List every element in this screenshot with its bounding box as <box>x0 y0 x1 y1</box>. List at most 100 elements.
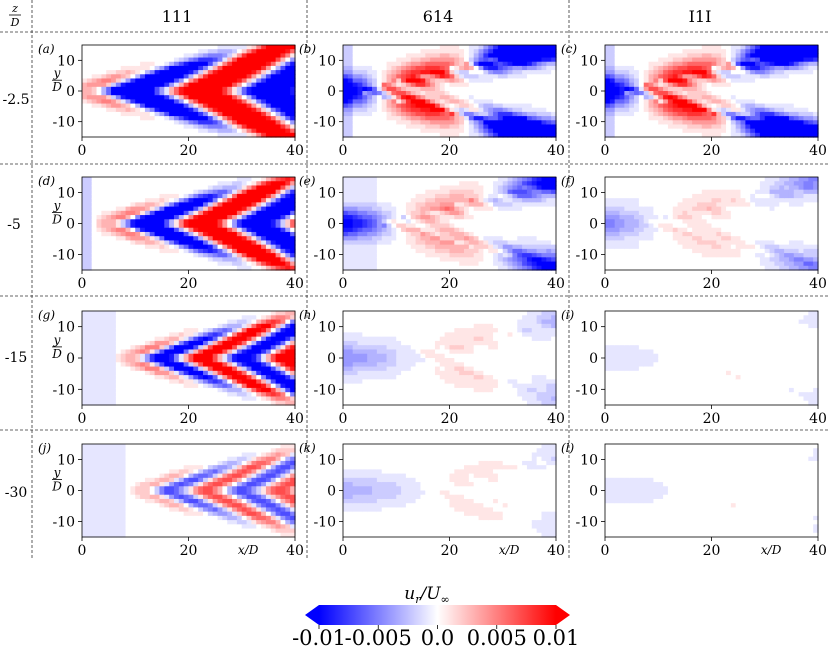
heatmap-cell <box>217 132 223 138</box>
heatmap-cell <box>740 103 746 109</box>
heatmap-cell <box>401 193 407 199</box>
heatmap-cell <box>159 107 165 113</box>
heatmap-cell <box>425 198 431 203</box>
heatmap-cell <box>159 236 165 242</box>
heatmap-cell <box>808 116 814 121</box>
heatmap-cell <box>367 198 373 203</box>
heatmap-cell <box>232 177 238 182</box>
heatmap-cell <box>420 61 426 67</box>
heatmap-cell <box>183 257 190 263</box>
heatmap-cell <box>493 202 499 208</box>
heatmap-cell <box>154 215 161 220</box>
heatmap-cell <box>449 49 455 54</box>
heatmap-cell <box>634 70 640 75</box>
heatmap-cell <box>813 95 819 100</box>
heatmap-cell <box>473 132 480 138</box>
heatmap-cell <box>420 227 426 233</box>
heatmap-cell <box>82 128 88 134</box>
heatmap-cell <box>169 215 175 220</box>
heatmap-cell <box>130 53 136 59</box>
heatmap-cell <box>381 78 388 84</box>
heatmap-cell <box>464 99 470 105</box>
heatmap-cell <box>232 99 238 105</box>
heatmap-cell <box>638 132 645 138</box>
heatmap-cell <box>246 231 253 237</box>
heatmap-cell <box>468 177 475 182</box>
heatmap-cell <box>682 74 688 80</box>
heatmap-cell <box>526 177 533 182</box>
heatmap-cell <box>236 240 243 246</box>
heatmap-cell <box>638 45 645 50</box>
heatmap-cell <box>682 116 688 121</box>
heatmap-cell <box>536 257 543 263</box>
heatmap-cell <box>154 91 161 96</box>
heatmap-cell <box>648 65 655 71</box>
heatmap-cell <box>512 261 518 267</box>
heatmap-cell <box>207 107 214 113</box>
column-header-2: 614 <box>423 7 454 26</box>
heatmap-cell <box>682 86 688 92</box>
heatmap-cell <box>755 61 761 67</box>
heatmap-cell <box>178 236 185 242</box>
heatmap-cell <box>280 261 286 267</box>
heatmap-cell <box>658 132 664 138</box>
heatmap-cell <box>536 95 543 100</box>
heatmap-cell <box>735 61 742 67</box>
heatmap-cell <box>507 223 514 229</box>
heatmap-cell <box>609 45 616 50</box>
heatmap-cell <box>798 128 805 134</box>
heatmap-cell <box>169 45 175 50</box>
heatmap-cell <box>512 86 518 92</box>
heatmap-cell <box>343 206 349 212</box>
heatmap-cell <box>526 257 533 263</box>
heatmap-cell <box>619 57 625 63</box>
heatmap-cell <box>130 261 136 267</box>
heatmap-cell <box>241 189 248 195</box>
heatmap-cell <box>497 132 504 138</box>
heatmap-cell <box>667 57 674 63</box>
heatmap-cell <box>546 248 552 254</box>
heatmap-cell <box>212 61 219 67</box>
heatmap-cell <box>813 120 819 126</box>
heatmap-cell <box>405 223 412 229</box>
heatmap-cell <box>478 193 484 199</box>
heatmap-cell <box>96 236 102 242</box>
heatmap-cell <box>425 185 431 191</box>
heatmap-cell <box>541 219 547 225</box>
heatmap-cell <box>376 57 383 63</box>
heatmap-cell <box>483 53 489 59</box>
heatmap-cell <box>367 111 373 117</box>
heatmap-cell <box>130 231 136 237</box>
heatmap-cell <box>415 223 422 229</box>
heatmap-cell <box>290 74 296 80</box>
heatmap-cell <box>531 120 538 126</box>
heatmap-cell <box>232 248 238 254</box>
heatmap-cell <box>198 103 204 109</box>
heatmap-cell <box>517 70 523 75</box>
heatmap-cell <box>391 57 397 63</box>
heatmap-cell <box>507 95 514 100</box>
heatmap-cell <box>212 227 219 233</box>
heatmap-cell <box>609 189 616 195</box>
heatmap-cell <box>531 95 538 100</box>
heatmap-cell <box>473 265 480 271</box>
heatmap-cell <box>401 103 407 109</box>
heatmap-cell <box>343 116 349 121</box>
heatmap-cell <box>507 99 514 105</box>
heatmap-cell <box>227 248 233 254</box>
heatmap-cell <box>164 223 170 229</box>
heatmap-cell <box>285 261 291 267</box>
heatmap-cell <box>169 240 175 246</box>
heatmap-cell <box>701 74 708 80</box>
heatmap-cell <box>144 49 151 54</box>
heatmap-cell <box>517 65 523 71</box>
heatmap-cell <box>82 111 88 117</box>
heatmap-cell <box>493 49 499 54</box>
heatmap-cell <box>357 128 363 134</box>
heatmap-cell <box>256 265 262 271</box>
heatmap-cell <box>207 120 214 126</box>
heatmap-cell <box>478 95 484 100</box>
heatmap-cell <box>526 53 533 59</box>
heatmap-cell <box>280 103 286 109</box>
heatmap-cell <box>614 53 621 59</box>
